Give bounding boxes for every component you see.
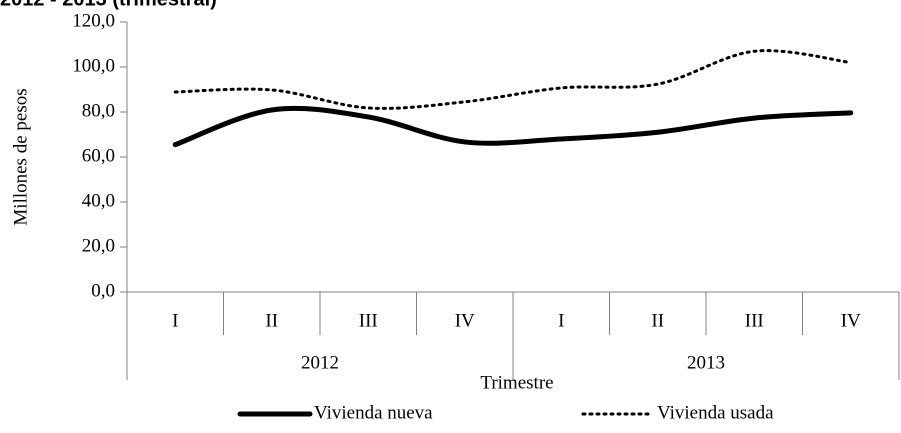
- y-tick-label: 80,0: [82, 100, 115, 121]
- legend-label: Vivienda usada: [657, 402, 774, 423]
- x-tick-label: II: [651, 310, 664, 331]
- x-tick-label: III: [359, 310, 378, 331]
- x-axis-label: Trimestre: [480, 372, 553, 393]
- x-tick-label: I: [172, 310, 178, 331]
- x-tick-label: IV: [455, 310, 475, 331]
- y-tick-label: 100,0: [72, 55, 115, 76]
- y-tick-label: 40,0: [82, 190, 115, 211]
- y-tick-label: 0,0: [91, 280, 115, 301]
- y-tick-label: 60,0: [82, 145, 115, 166]
- x-tick-label: III: [745, 310, 764, 331]
- x-tick-label: I: [558, 310, 564, 331]
- x-tick-label: IV: [841, 310, 861, 331]
- series-line: [173, 49, 853, 110]
- x-tick-label: II: [265, 310, 278, 331]
- year-label: 2013: [687, 352, 725, 373]
- legend-label: Vivienda nueva: [314, 402, 433, 423]
- series-line: [172, 105, 854, 148]
- chart-title: 2012 - 2013 (trimestral): [0, 0, 217, 10]
- y-tick-label: 20,0: [82, 235, 115, 256]
- y-axis-label: Millones de pesos: [10, 88, 31, 225]
- year-label: 2012: [301, 352, 339, 373]
- y-tick-label: 120,0: [72, 10, 115, 31]
